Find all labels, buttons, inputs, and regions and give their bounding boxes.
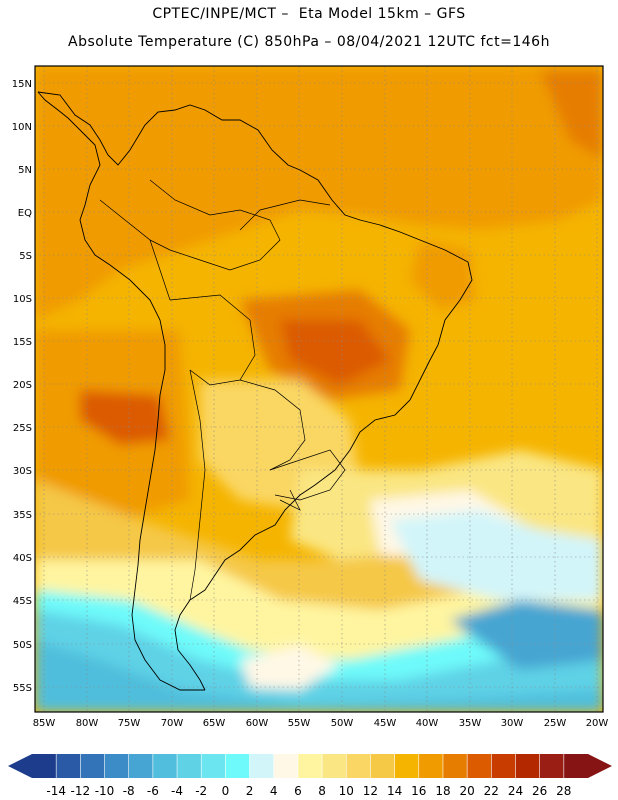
lat-label: EQ	[18, 208, 32, 219]
colorbar-label: 28	[556, 784, 571, 798]
colorbar-label: 2	[246, 784, 254, 798]
colorbar-label: -14	[46, 784, 66, 798]
colorbar	[8, 754, 612, 778]
lat-label: 5S	[19, 251, 32, 262]
lon-label: 25W	[544, 718, 567, 729]
chart-title-line-1: CPTEC/INPE/MCT – Eta Model 15km – GFS	[152, 6, 466, 22]
graticule	[35, 66, 603, 712]
colorbar-label: 22	[484, 784, 499, 798]
colorbar-swatch	[491, 754, 516, 778]
colorbar-label: 0	[222, 784, 230, 798]
lat-label: 45S	[13, 596, 32, 607]
longitude-labels: 85W 80W 75W 70W 65W 60W 55W 50W 45W 40W …	[33, 718, 609, 729]
lon-label: 80W	[76, 718, 99, 729]
colorbar-swatch	[152, 754, 178, 778]
colorbar-swatch	[322, 754, 347, 778]
chart-title-line-2: Absolute Temperature (C) 850hPa – 08/04/…	[68, 34, 550, 50]
colorbar-swatch	[418, 754, 444, 778]
colorbar-label: -10	[95, 784, 115, 798]
lon-label: 65W	[203, 718, 226, 729]
lat-label: 50S	[13, 640, 32, 651]
colorbar-swatch	[128, 754, 154, 778]
colorbar-swatch	[56, 754, 81, 778]
colorbar-label: 24	[508, 784, 523, 798]
lat-label: 20S	[13, 380, 32, 391]
lat-label: 30S	[13, 466, 32, 477]
colorbar-label: 6	[294, 784, 302, 798]
lon-label: 40W	[416, 718, 439, 729]
lat-label: 40S	[13, 553, 32, 564]
colorbar-label: -12	[71, 784, 91, 798]
temperature-field	[35, 66, 603, 712]
colorbar-swatch	[225, 754, 250, 778]
lat-label: 15N	[12, 79, 32, 90]
lon-label: 35W	[459, 718, 482, 729]
colorbar-label: 20	[459, 784, 474, 798]
lon-label: 50W	[331, 718, 354, 729]
colorbar-swatch	[80, 754, 105, 778]
colorbar-label: 18	[435, 784, 450, 798]
colorbar-label: -8	[123, 784, 135, 798]
lat-label: 15S	[13, 337, 32, 348]
colorbar-label: 8	[318, 784, 326, 798]
colorbar-swatch	[370, 754, 395, 778]
lat-label: 5N	[18, 165, 32, 176]
coastline	[37, 91, 473, 691]
colorbar-label: 12	[363, 784, 378, 798]
colorbar-label: 4	[270, 784, 278, 798]
colorbar-swatch	[515, 754, 540, 778]
lon-label: 85W	[33, 718, 56, 729]
colorbar-swatch	[297, 754, 323, 778]
country-borders	[99, 179, 346, 601]
latitude-labels: 15N 10N 5N EQ 5S 10S 15S 20S 25S 30S 35S…	[12, 79, 32, 694]
lon-label: 30W	[501, 718, 524, 729]
colorbar-swatch	[273, 754, 299, 778]
lat-label: 55S	[13, 683, 32, 694]
lon-label: 20W	[586, 718, 609, 729]
colorbar-label: 10	[339, 784, 354, 798]
colorbar-min-arrow	[8, 754, 32, 778]
lat-label: 25S	[13, 423, 32, 434]
colorbar-swatch	[249, 754, 275, 778]
colorbar-swatch	[177, 754, 202, 778]
lon-label: 75W	[118, 718, 141, 729]
lon-label: 60W	[246, 718, 269, 729]
colorbar-label: 26	[532, 784, 547, 798]
colorbar-swatch	[104, 754, 129, 778]
colorbar-swatch	[201, 754, 226, 778]
colorbar-label: 16	[411, 784, 426, 798]
lon-label: 70W	[161, 718, 184, 729]
map-frame	[34, 65, 604, 713]
colorbar-swatch	[467, 754, 492, 778]
lat-label: 10N	[12, 122, 32, 133]
lat-label: 10S	[13, 294, 32, 305]
lon-label: 55W	[288, 718, 311, 729]
colorbar-max-arrow	[588, 754, 612, 778]
colorbar-swatch	[32, 754, 57, 778]
colorbar-label: -4	[171, 784, 183, 798]
lon-label: 45W	[374, 718, 397, 729]
colorbar-swatch	[442, 754, 468, 778]
lat-label: 35S	[13, 510, 32, 521]
colorbar-swatch	[394, 754, 420, 778]
colorbar-swatch	[346, 754, 371, 778]
colorbar-label: -6	[147, 784, 159, 798]
colorbar-swatch	[539, 754, 565, 778]
colorbar-labels: -14 -12 -10 -8 -6 -4 -2 0 2 4 6 8 10 12 14 16 18 20 22 24 26…	[46, 784, 571, 798]
colorbar-swatch	[563, 754, 589, 778]
colorbar-label: 14	[387, 784, 402, 798]
colorbar-label: -2	[195, 784, 207, 798]
